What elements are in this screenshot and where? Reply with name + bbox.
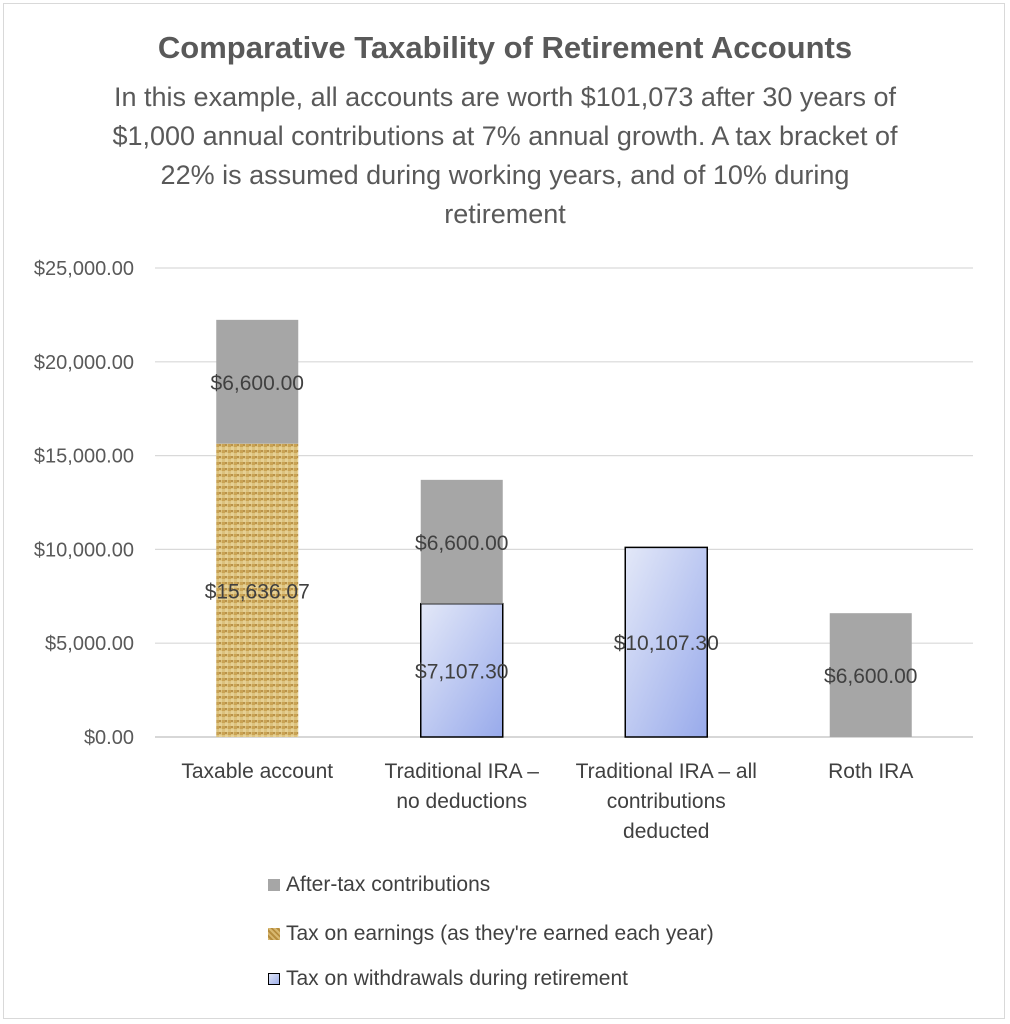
y-tick-label: $0.00 xyxy=(84,727,134,749)
chart-subtitle: In this example, all accounts are worth … xyxy=(112,82,898,229)
x-tick-label: deducted xyxy=(623,820,709,843)
y-tick-label: $10,000.00 xyxy=(34,539,134,561)
chart-frame xyxy=(3,3,1005,1019)
legend-item-tax-earnings: Tax on earnings (as they're earned each … xyxy=(268,922,714,946)
legend-swatch-tan xyxy=(268,928,280,940)
data-label: $15,636.07 xyxy=(205,580,310,603)
x-tick-label: Traditional IRA – xyxy=(385,760,540,783)
data-label: $7,107.30 xyxy=(415,660,508,683)
legend-label: Tax on earnings (as they're earned each … xyxy=(286,922,714,945)
bar-segment xyxy=(829,613,912,737)
legend-item-after-tax: After-tax contributions xyxy=(268,873,490,897)
legend-label: Tax on withdrawals during retirement xyxy=(286,967,628,990)
data-label: $6,600.00 xyxy=(824,665,917,688)
y-tick-label: $5,000.00 xyxy=(45,633,134,655)
legend-swatch-blue xyxy=(268,973,280,985)
legend-swatch-gray xyxy=(268,879,280,891)
y-tick-label: $25,000.00 xyxy=(34,258,134,280)
data-label: $10,107.30 xyxy=(614,632,719,655)
x-tick-label: Traditional IRA – all xyxy=(576,760,757,783)
x-tick-label: contributions xyxy=(607,790,726,813)
legend-item-tax-withdrawals: Tax on withdrawals during retirement xyxy=(268,967,628,991)
x-tick-label: no deductions xyxy=(396,790,527,813)
bar-segment xyxy=(420,479,503,604)
data-label: $6,600.00 xyxy=(415,532,508,555)
legend-label: After-tax contributions xyxy=(286,873,491,896)
x-tick-label: Taxable account xyxy=(181,760,333,783)
bar-segment xyxy=(216,319,299,444)
chart-title: Comparative Taxability of Retirement Acc… xyxy=(157,30,853,65)
bar-segment xyxy=(216,443,299,737)
x-tick-label: Roth IRA xyxy=(828,760,913,783)
y-tick-label: $20,000.00 xyxy=(34,352,134,374)
y-tick-label: $15,000.00 xyxy=(34,446,134,468)
data-label: $6,600.00 xyxy=(211,372,304,395)
bar-segment xyxy=(624,546,708,738)
bar-segment xyxy=(420,602,504,738)
